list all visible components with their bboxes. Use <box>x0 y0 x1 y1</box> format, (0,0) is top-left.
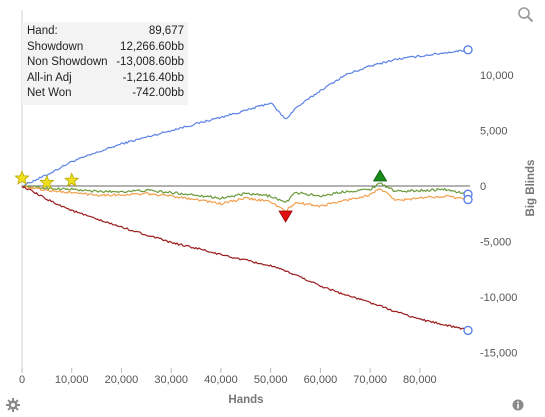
y-axis-label: Big Blinds <box>525 160 537 217</box>
x-tick-label: 40,000 <box>204 374 238 386</box>
star-marker <box>39 174 55 190</box>
x-tick-label: 10,000 <box>55 374 89 386</box>
y-tick-label: 5,000 <box>480 126 508 138</box>
stat-label: Showdown <box>27 40 84 53</box>
series-end-point <box>463 45 473 55</box>
stat-value: 12,266.60bb <box>120 40 184 53</box>
x-tick-label: 30,000 <box>154 374 188 386</box>
stat-row-hands: Hand: 89,677 <box>22 24 188 40</box>
series-line <box>21 185 469 213</box>
x-tick-label: 0 <box>19 374 25 386</box>
y-tick-label: -10,000 <box>480 292 517 304</box>
series-end-point <box>463 194 473 205</box>
x-tick-label: 20,000 <box>105 374 139 386</box>
info-icon[interactable] <box>512 399 524 411</box>
gear-icon[interactable] <box>6 398 20 412</box>
series-end-point <box>463 325 473 336</box>
stat-value: 89,677 <box>148 25 184 37</box>
x-tick-label: 60,000 <box>304 374 338 386</box>
series-line <box>21 49 469 187</box>
triangle-up-marker <box>372 169 388 182</box>
stat-label: All-in Adj <box>27 71 72 84</box>
y-tick-label: -5,000 <box>480 237 511 249</box>
zoom-icon[interactable] <box>517 6 535 24</box>
y-tick-label: -15,000 <box>480 348 517 360</box>
y-tick-label: 10,000 <box>480 70 514 82</box>
stats-box: Hand: 89,677 Showdown 12,266.60bb Non Show… <box>22 22 188 105</box>
stat-value: -13,008.60bb <box>116 56 184 68</box>
stat-row-non-showdown: Non Showdown -13,008.60bb <box>22 55 188 71</box>
star-marker <box>14 170 30 185</box>
star-marker <box>64 172 80 188</box>
stat-value: -1,216.40bb <box>122 71 184 84</box>
stat-row-showdown: Showdown 12,266.60bb <box>22 40 188 56</box>
stat-value: -742.00bb <box>132 87 184 99</box>
y-tick-label: 0 <box>480 181 486 193</box>
x-tick-label: 70,000 <box>353 374 387 386</box>
triangle-down-marker <box>278 210 293 223</box>
stat-label: Hand: <box>27 25 58 37</box>
stat-label: Net Won <box>27 87 72 99</box>
x-axis-label: Hands <box>228 394 263 406</box>
x-tick-label: 50,000 <box>254 374 288 386</box>
series-line <box>21 182 469 203</box>
stat-row-allin-adj: All-in Adj -1,216.40bb <box>22 71 188 87</box>
series-line <box>21 185 469 332</box>
stat-row-net-won: Net Won -742.00bb <box>22 86 188 102</box>
stat-label: Non Showdown <box>27 56 108 68</box>
x-tick-label: 80,000 <box>403 374 437 386</box>
